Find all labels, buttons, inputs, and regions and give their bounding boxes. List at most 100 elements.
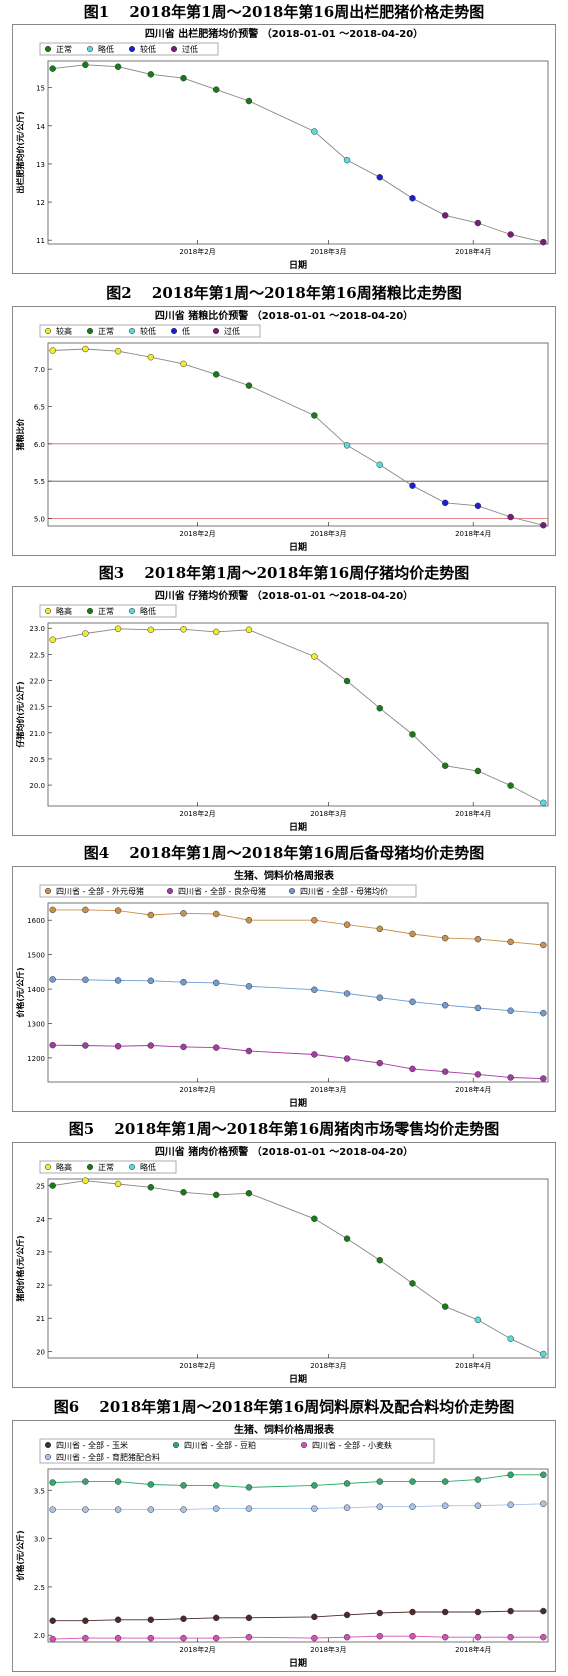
data-point [212,1505,220,1512]
x-tick-label: 2018年3月 [310,1085,346,1094]
data-point [147,1042,155,1049]
y-tick-label: 23.0 [29,625,45,633]
figure-3-title: 图3 2018年第1周～2018年第16周仔猪均价走势图 [98,564,470,582]
legend-label: 较高 [56,326,72,336]
data-point [114,625,122,633]
chart-title: 四川省 仔猪均价预警 （2018-01-01 ～2018-04-20） [155,589,413,602]
data-point [343,1480,351,1487]
legend-label: 四川省 - 全部 - 母猪均价 [300,886,388,896]
data-point [82,61,89,69]
data-point [147,977,155,985]
legend-marker [44,607,52,615]
y-tick-label: 24 [36,1216,45,1224]
data-point [474,767,482,775]
plot-area [47,60,549,245]
legend-marker [86,327,94,335]
data-point [82,630,89,637]
data-point [212,1634,220,1642]
y-tick-label: 21.5 [29,704,45,712]
data-point [82,1617,89,1624]
data-point [147,626,155,634]
data-point [474,1316,482,1324]
data-point [376,704,384,712]
data-point [82,1478,89,1485]
data-point [409,1478,416,1485]
data-point [311,653,318,660]
y-tick-label: 1600 [27,917,45,925]
data-point [245,97,253,105]
data-point [441,1001,449,1009]
data-point [343,1235,351,1242]
data-point [474,219,482,227]
y-tick-label: 15 [36,85,45,93]
data-point [82,1634,89,1642]
legend-label: 四川省 - 全部 - 良杂母猪 [178,886,266,896]
data-point [540,1471,547,1479]
y-tick-label: 21.0 [29,730,45,738]
plot-area [47,1468,549,1643]
data-point [441,1608,449,1616]
x-axis-label: 日期 [289,1097,307,1109]
data-point [474,1004,482,1012]
y-axis-label: 猪粮比价 [15,418,25,452]
y-axis-label: 仔猪均价(元/公斤) [15,681,25,747]
data-point [441,212,449,219]
plot-area [47,342,549,527]
legend-marker [86,1163,94,1171]
legend-label: 正常 [56,45,72,54]
legend-label: 四川省 - 全部 - 小麦麸 [312,1440,392,1450]
legend-marker [44,45,52,53]
data-point [180,978,187,986]
x-tick-label: 2018年2月 [179,529,215,538]
data-point [474,1476,482,1483]
data-point [441,1068,449,1075]
legend-marker [44,887,52,895]
legend-marker [44,1453,52,1461]
data-point [507,1335,514,1343]
data-point [409,731,416,738]
legend-marker [44,1163,52,1171]
data-point [82,1177,89,1184]
legend-label: 四川省 - 全部 - 玉米 [56,1440,128,1450]
y-tick-label: 25 [36,1183,45,1191]
legend-box [39,1438,435,1464]
y-tick-label: 2.0 [34,1632,45,1640]
data-point [114,1180,122,1188]
data-point [245,1633,253,1641]
data-point [212,1191,220,1199]
y-tick-label: 20 [36,1348,45,1356]
y-tick-label: 12 [36,199,45,207]
data-point [343,156,351,164]
y-tick-label: 23 [36,1249,45,1257]
y-axis-label: 猪肉价格(元/公斤) [15,1235,25,1302]
data-point [311,1051,318,1058]
x-axis-label: 日期 [289,541,307,553]
data-point [507,1074,514,1081]
data-point [82,1042,89,1049]
data-point [474,935,482,943]
data-point [376,1503,384,1510]
chart-5: 四川省 猪肉价格预警 （2018-01-01 ～2018-04-20） 略高 正常 略… [12,1142,556,1388]
data-point [507,1633,514,1641]
x-tick-label: 2018年4月 [455,247,491,256]
y-axis-label: 价格(元/公斤) [15,1530,25,1580]
x-axis-label: 日期 [289,259,307,271]
x-tick-label: 2018年3月 [310,1361,346,1370]
data-point [147,353,155,361]
data-point [212,1614,220,1622]
chart-2-svg: 四川省 猪粮比价预警 （2018-01-01 ～2018-04-20） 较高 正常 较… [12,306,556,556]
figure-2-title: 图2 2018年第1周～2018年第16周猪粮比走势图 [106,284,462,302]
data-point [49,1182,56,1189]
plot-area [47,622,549,807]
data-point [376,174,384,181]
data-point [245,1505,253,1512]
data-point [212,371,220,378]
chart-frame [12,1142,556,1388]
data-point [147,1506,155,1513]
y-tick-label: 1500 [27,952,45,960]
data-point [409,1280,416,1287]
chart-frame [12,306,556,556]
data-point [49,1479,56,1486]
legend-marker [288,887,296,895]
legend-label: 略低 [140,1162,156,1172]
